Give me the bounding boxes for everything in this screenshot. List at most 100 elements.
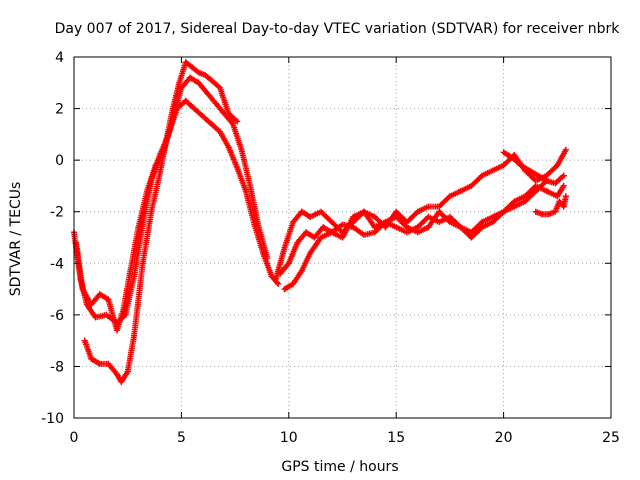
data-point: [350, 213, 357, 220]
data-point: [414, 224, 421, 231]
data-point: [169, 115, 176, 122]
data-point: [361, 231, 367, 238]
data-point: [425, 224, 432, 231]
data-point: [543, 177, 550, 184]
data-series: [500, 149, 567, 187]
x-tick-label: 20: [495, 430, 513, 446]
data-point: [79, 286, 86, 293]
data-point: [221, 110, 228, 117]
data-point: [522, 198, 529, 205]
data-point: [532, 188, 539, 195]
data-point: [131, 273, 138, 280]
data-point: [393, 224, 400, 231]
x-axis-label: GPS time / hours: [281, 459, 398, 475]
data-point: [161, 146, 168, 153]
data-point: [446, 193, 453, 200]
data-point: [144, 188, 150, 195]
data-point: [468, 234, 475, 241]
data-point: [318, 234, 324, 241]
data-point: [526, 167, 533, 174]
data-point: [562, 146, 569, 153]
data-markers: [81, 59, 241, 385]
data-point: [105, 360, 112, 367]
data-point: [479, 224, 486, 231]
data-point: [479, 219, 486, 225]
data-point: [217, 84, 224, 91]
data-point: [500, 149, 507, 156]
x-tick-label: 5: [177, 430, 186, 446]
x-tick-label: 10: [280, 430, 298, 446]
data-point: [339, 221, 346, 228]
data-point: [202, 72, 208, 78]
data-point: [318, 208, 324, 215]
data-point: [552, 208, 559, 215]
data-point: [281, 286, 288, 293]
x-tick-label: 25: [602, 430, 620, 446]
data-point: [251, 221, 258, 228]
y-tick-label: 0: [55, 153, 64, 169]
data-point: [156, 170, 163, 176]
data-point: [225, 144, 232, 151]
y-tick-label: -6: [50, 308, 64, 324]
plot-frame: [73, 56, 612, 419]
data-point: [268, 273, 275, 280]
data-point: [118, 378, 125, 385]
data-point: [238, 146, 245, 153]
data-series: [277, 177, 550, 277]
data-point: [500, 162, 507, 169]
data-point: [560, 182, 567, 189]
data-markers: [281, 182, 567, 293]
data-point: [489, 167, 496, 174]
data-series: [73, 74, 271, 334]
data-point: [371, 224, 378, 231]
data-point: [275, 280, 282, 287]
data-point: [217, 128, 224, 135]
data-point: [290, 219, 297, 225]
data-point: [350, 224, 357, 231]
data-point: [457, 224, 464, 231]
data-point: [403, 224, 410, 231]
data-point: [272, 275, 279, 282]
data-point: [311, 234, 318, 241]
y-tick-label: 2: [55, 102, 64, 118]
data-point: [562, 193, 569, 200]
data-point: [96, 291, 103, 298]
data-point: [264, 255, 271, 262]
data-point: [182, 97, 189, 104]
data-point: [285, 260, 292, 267]
data-point: [103, 311, 110, 318]
data-point: [139, 221, 146, 228]
data-point: [560, 172, 567, 179]
data-point: [126, 270, 133, 277]
data-point: [298, 208, 305, 215]
data-point: [509, 154, 516, 161]
data-point: [92, 314, 99, 321]
data-point: [393, 213, 400, 220]
y-tick-label: -8: [50, 359, 64, 375]
data-point: [307, 250, 314, 256]
data-point: [371, 213, 378, 220]
data-point: [532, 177, 539, 184]
data-point: [517, 162, 524, 169]
data-point: [414, 229, 421, 236]
data-point: [328, 219, 335, 225]
data-point: [425, 213, 432, 220]
data-point: [204, 90, 211, 97]
data-point: [425, 203, 432, 210]
data-point: [139, 260, 146, 267]
data-point: [199, 113, 206, 120]
data-series: [281, 182, 567, 293]
data-point: [96, 360, 103, 367]
y-axis-label: SDTVAR / TECUs: [8, 182, 24, 297]
data-point: [88, 355, 95, 362]
data-point: [320, 224, 327, 231]
y-tick-label: -2: [50, 205, 64, 221]
data-point: [446, 219, 453, 225]
data-point: [468, 182, 475, 189]
data-point: [247, 182, 254, 189]
x-tick-label: 0: [70, 430, 79, 446]
data-point: [545, 211, 552, 218]
data-point: [382, 219, 389, 225]
data-point: [328, 229, 335, 236]
data-point: [148, 208, 155, 215]
